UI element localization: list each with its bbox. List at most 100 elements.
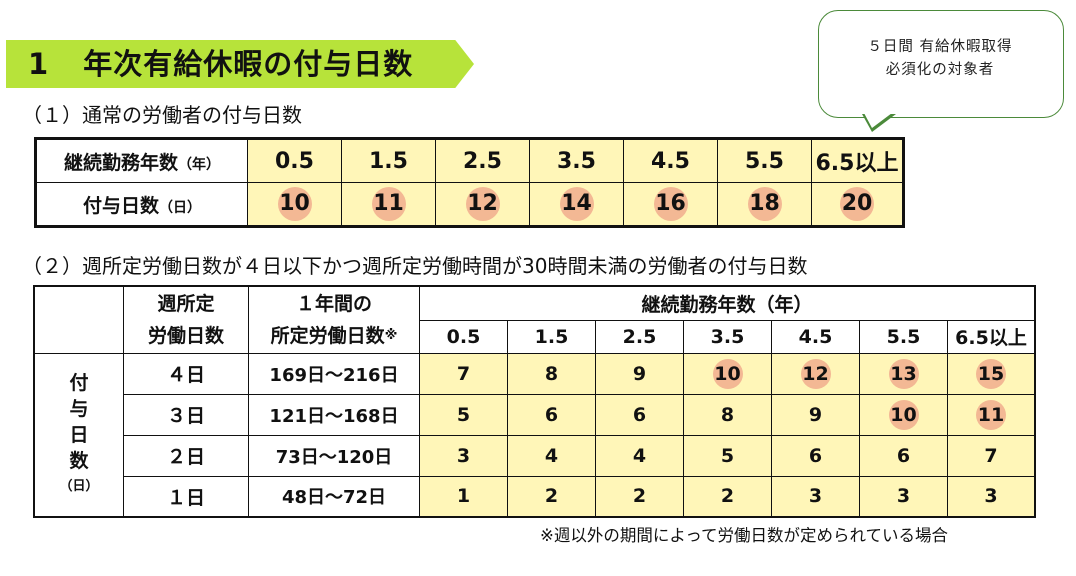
days-value: 2 bbox=[720, 485, 735, 508]
year-cell: 1.5 bbox=[507, 319, 596, 354]
days-cell: 10 bbox=[247, 182, 342, 227]
annual-days-header-line1: １年間の bbox=[295, 292, 372, 315]
days-cell: 2 bbox=[595, 475, 684, 518]
weekly-days-header-line2: 労働日数 bbox=[147, 324, 224, 347]
days-value: 6 bbox=[632, 403, 647, 426]
days-value: 1 bbox=[456, 485, 471, 508]
year-cell: 0.5 bbox=[247, 138, 342, 183]
years-header-unit: （年） bbox=[178, 156, 220, 173]
days-value: 14 bbox=[559, 187, 594, 221]
days-cell: 3 bbox=[859, 475, 948, 518]
days-cell: 11 bbox=[947, 393, 1036, 436]
days-cell: 2 bbox=[683, 475, 772, 518]
annual-days-header: １年間の 所定労働日数※ bbox=[248, 285, 420, 354]
days-value: 18 bbox=[747, 187, 782, 221]
days-cell: 4 bbox=[507, 434, 596, 477]
days-value: 13 bbox=[888, 358, 919, 389]
table-row: 0.5 1.5 2.5 3.5 4.5 5.5 6.5以上 bbox=[34, 319, 1036, 354]
year-cell: 6.5以上 bbox=[947, 319, 1036, 354]
days-value: 5 bbox=[456, 403, 471, 426]
days-value: 6 bbox=[896, 444, 911, 467]
days-value: 7 bbox=[456, 362, 471, 385]
days-cell: 15 bbox=[947, 352, 1036, 395]
year-cell: 4.5 bbox=[771, 319, 860, 354]
days-cell: 8 bbox=[683, 393, 772, 436]
days-value: 3 bbox=[984, 485, 998, 508]
days-value: 7 bbox=[984, 444, 998, 467]
annual-days-footnote-mark: ※ bbox=[384, 327, 398, 343]
section-banner bbox=[6, 40, 474, 88]
days-cell: 6 bbox=[507, 393, 596, 436]
callout-bubble bbox=[818, 10, 1064, 118]
part-time-worker-table: 週所定 労働日数 １年間の 所定労働日数※ 継続勤務年数（年） 0.5 1.5 … bbox=[33, 285, 1036, 518]
days-cell: 3 bbox=[947, 475, 1036, 518]
year-cell: 0.5 bbox=[419, 319, 508, 354]
section-title-text: 年次有給休暇の付与日数 bbox=[83, 47, 414, 81]
days-cell: 12 bbox=[771, 352, 860, 395]
days-value: 6 bbox=[544, 403, 559, 426]
days-cell: 14 bbox=[529, 182, 624, 227]
days-cell: 11 bbox=[341, 182, 436, 227]
footnote: ※週以外の期間によって労働日数が定められている場合 bbox=[540, 526, 949, 545]
year-cell: 3.5 bbox=[529, 138, 624, 183]
table-row: ２日 73日～120日 3 4 4 5 6 6 7 bbox=[34, 434, 1036, 477]
days-header: 付与日数（日） bbox=[35, 182, 248, 227]
callout-line1: ５日間 有給休暇取得 bbox=[867, 39, 1013, 55]
side-char: 与 bbox=[69, 397, 89, 420]
table-row: 週所定 労働日数 １年間の 所定労働日数※ 継続勤務年数（年） bbox=[33, 285, 1036, 354]
table-row: 付 与 日 数 （日） ４日 169日～216日 7 8 9 10 12 13 … bbox=[33, 352, 1036, 518]
days-value: 12 bbox=[800, 358, 831, 389]
years-header-label: 継続勤務年数 bbox=[63, 151, 178, 174]
years-group-header: 継続勤務年数（年） bbox=[419, 285, 1036, 321]
section-number: 1 bbox=[28, 47, 50, 81]
days-value: 10 bbox=[888, 399, 919, 430]
side-char: 日 bbox=[69, 423, 89, 446]
table-row: 付与日数（日） 10 11 12 14 16 18 20 bbox=[35, 182, 904, 227]
days-cell: 3 bbox=[419, 434, 508, 477]
days-value: 4 bbox=[632, 444, 647, 467]
days-cell: 3 bbox=[771, 475, 860, 518]
days-value: 16 bbox=[653, 187, 688, 221]
annual-days-cell: 169日～216日 bbox=[248, 352, 420, 395]
days-value: 9 bbox=[632, 362, 647, 385]
weekly-days-header: 週所定 労働日数 bbox=[123, 285, 249, 354]
days-value: 3 bbox=[456, 444, 471, 467]
days-cell: 8 bbox=[507, 352, 596, 395]
year-cell: 6.5以上 bbox=[811, 138, 904, 183]
table-row: 継続勤務年数（年） 0.5 1.5 2.5 3.5 4.5 5.5 6.5以上 bbox=[35, 138, 904, 183]
days-value: 2 bbox=[632, 485, 647, 508]
days-cell: 2 bbox=[507, 475, 596, 518]
days-value: 12 bbox=[465, 187, 500, 221]
table1-heading: （１）通常の労働者の付与日数 bbox=[22, 103, 302, 127]
callout-line2: 必須化の対象者 bbox=[885, 62, 995, 78]
days-cell: 5 bbox=[683, 434, 772, 477]
days-cell: 10 bbox=[683, 352, 772, 395]
weekly-days-cell: ３日 bbox=[123, 393, 249, 436]
days-cell: 18 bbox=[717, 182, 812, 227]
days-value: 3 bbox=[808, 485, 823, 508]
weekly-days-header-line1: 週所定 bbox=[157, 292, 215, 315]
side-unit: （日） bbox=[59, 478, 99, 494]
years-header: 継続勤務年数（年） bbox=[35, 138, 248, 183]
days-value: 9 bbox=[808, 403, 823, 426]
days-value: 5 bbox=[720, 444, 735, 467]
days-value: 11 bbox=[976, 399, 1006, 430]
days-value: 15 bbox=[976, 358, 1006, 389]
days-cell: 6 bbox=[771, 434, 860, 477]
days-cell: 10 bbox=[859, 393, 948, 436]
annual-days-cell: 48日～72日 bbox=[248, 475, 420, 518]
days-cell: 7 bbox=[419, 352, 508, 395]
weekly-days-cell: ２日 bbox=[123, 434, 249, 477]
table-row: ３日 121日～168日 5 6 6 8 9 10 11 bbox=[34, 393, 1036, 436]
granted-days-side-label: 付 与 日 数 （日） bbox=[33, 352, 124, 518]
year-cell: 4.5 bbox=[623, 138, 718, 183]
days-cell: 4 bbox=[595, 434, 684, 477]
table-row: １日 48日～72日 1 2 2 2 3 3 3 bbox=[34, 475, 1036, 518]
days-cell: 20 bbox=[811, 182, 904, 227]
days-header-unit: （日） bbox=[159, 199, 201, 216]
year-cell: 2.5 bbox=[435, 138, 530, 183]
year-cell: 2.5 bbox=[595, 319, 684, 354]
year-cell: 1.5 bbox=[341, 138, 436, 183]
days-cell: 16 bbox=[623, 182, 718, 227]
days-value: 2 bbox=[544, 485, 559, 508]
